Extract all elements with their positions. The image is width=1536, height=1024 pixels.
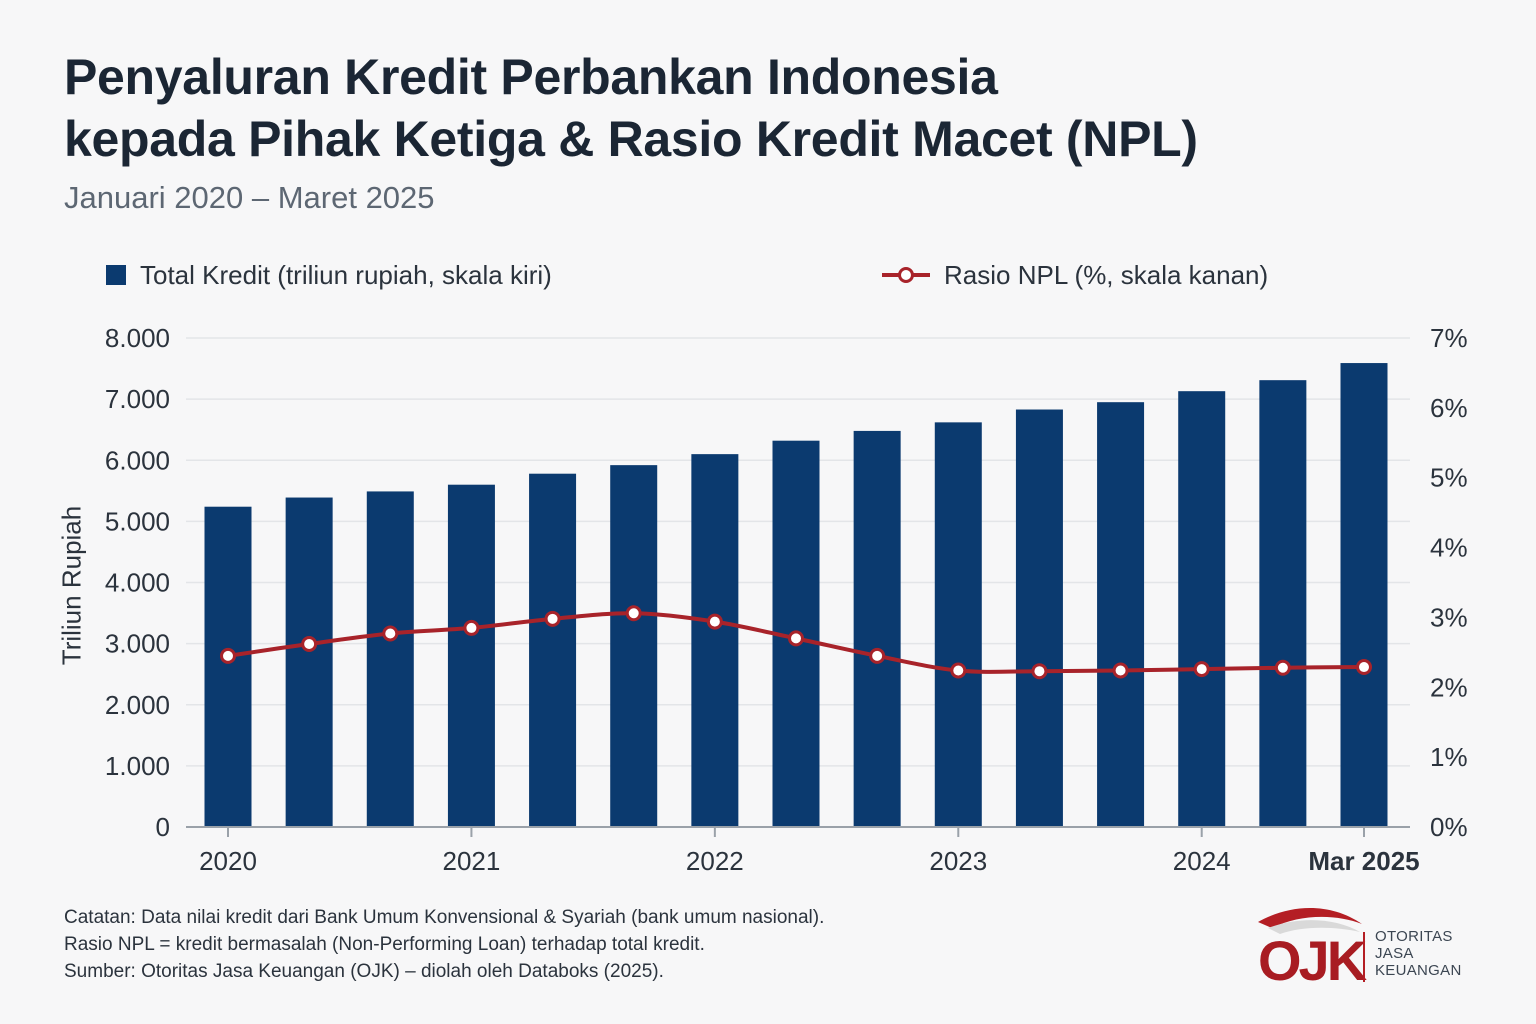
bar-total-kredit [1015,409,1063,827]
legend-bar-swatch [106,265,126,285]
y-tick-label-right: 0% [1430,812,1468,842]
ojk-logo-text-line-3: KEUANGAN [1375,962,1462,979]
y-tick-label-right: 2% [1430,672,1468,702]
point-rasio-npl [301,635,318,652]
x-tick-label: Mar 2025 [1308,846,1419,876]
point-rasio-npl [1112,662,1129,679]
y-tick-label-left: 0 [156,812,170,842]
bar-total-kredit [934,422,982,827]
y-tick-label-right: 1% [1430,742,1468,772]
bar-total-kredit [529,473,577,827]
chart-title: Penyaluran Kredit Perbankan Indonesia ke… [64,46,1484,170]
footnote-catatan: Catatan: Data nilai kredit dari Bank Umu… [64,907,825,928]
point-rasio-npl [1274,659,1291,676]
ojk-logo-text-line-2: JASA [1375,945,1414,962]
legend-item-rasio-npl: Rasio NPL (%, skala kanan) [880,258,1268,292]
x-tick-label: 2021 [443,846,501,876]
point-rasio-npl [382,625,399,642]
y-tick-label-right: 7% [1430,323,1468,353]
legend-label-total-kredit: Total Kredit (triliun rupiah, skala kiri… [140,259,552,290]
y-tick-label-left: 3.000 [105,629,170,659]
ojk-logo-text-line-1: OTORITAS [1375,928,1453,945]
y-tick-label-left: 7.000 [105,384,170,414]
bar-total-kredit [285,497,333,827]
x-tick-label: 2020 [199,846,257,876]
point-rasio-npl [1356,659,1372,676]
y-tick-label-right: 5% [1430,463,1468,493]
bar-total-kredit [1340,363,1388,827]
point-rasio-npl [950,662,967,679]
x-tick-label: 2023 [929,846,987,876]
point-rasio-npl [1193,661,1210,678]
point-rasio-npl [463,619,480,636]
chart-title-line-1: Penyaluran Kredit Perbankan Indonesia [64,49,998,105]
x-tick-label: 2024 [1173,846,1231,876]
chart-title-line-2: kepada Pihak Ketiga & Rasio Kredit Macet… [64,111,1198,167]
point-rasio-npl [869,647,886,664]
ojk-logo-mark: OJK [1258,929,1367,988]
ojk-logo: OJK [1258,908,1370,988]
footnote-sumber: Sumber: Otoritas Jasa Keuangan (OJK) – d… [64,961,664,982]
bar-total-kredit [691,454,739,827]
point-rasio-npl [220,647,236,664]
bar-total-kredit [447,484,495,827]
point-rasio-npl [1031,663,1048,680]
y-tick-label-right: 3% [1430,602,1468,632]
bar-total-kredit [1178,391,1226,827]
bar-total-kredit [366,491,414,827]
point-rasio-npl [544,610,561,627]
chart-subtitle: Januari 2020 – Maret 2025 [64,180,435,215]
point-rasio-npl [788,630,804,647]
y-tick-label-left: 1.000 [105,751,170,781]
y-tick-label-left: 6.000 [105,445,170,475]
bar-total-kredit [204,506,252,827]
footnotes: Catatan: Data nilai kredit dari Bank Umu… [64,904,824,985]
point-rasio-npl [625,605,642,622]
legend-item-total-kredit: Total Kredit (triliun rupiah, skala kiri… [106,258,552,292]
legend-label-rasio-npl: Rasio NPL (%, skala kanan) [944,259,1269,290]
y-tick-label-left: 4.000 [105,568,170,598]
bar-total-kredit [853,430,901,827]
bar-total-kredit [610,465,658,827]
point-rasio-npl [706,613,723,630]
ojk-logo-text: OTORITAS JASA KEUANGAN [1375,928,1462,979]
footnote-rasio-npl: Rasio NPL = kredit bermasalah (Non-Perfo… [64,934,705,955]
y-tick-label-right: 4% [1430,533,1468,563]
y-tick-label-left: 2.000 [105,690,170,720]
x-tick-label: 2022 [686,846,744,876]
y-tick-label-left: 8.000 [105,323,170,353]
bar-total-kredit [1097,402,1145,827]
y-tick-label-right: 6% [1430,393,1468,423]
y-tick-label-left: 5.000 [105,506,170,536]
bar-total-kredit [1259,380,1307,827]
legend-line-swatch [882,267,930,283]
